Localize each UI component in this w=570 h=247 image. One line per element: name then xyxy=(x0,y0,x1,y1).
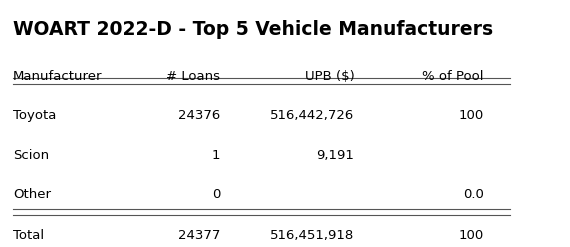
Text: Toyota: Toyota xyxy=(13,109,56,122)
Text: Total: Total xyxy=(13,228,44,242)
Text: % of Pool: % of Pool xyxy=(422,70,484,83)
Text: 24377: 24377 xyxy=(178,228,220,242)
Text: 0: 0 xyxy=(211,188,220,201)
Text: 24376: 24376 xyxy=(178,109,220,122)
Text: 516,451,918: 516,451,918 xyxy=(270,228,355,242)
Text: # Loans: # Loans xyxy=(166,70,220,83)
Text: 9,191: 9,191 xyxy=(316,148,355,162)
Text: 1: 1 xyxy=(211,148,220,162)
Text: 100: 100 xyxy=(458,109,484,122)
Text: UPB ($): UPB ($) xyxy=(305,70,355,83)
Text: 516,442,726: 516,442,726 xyxy=(270,109,355,122)
Text: 0.0: 0.0 xyxy=(463,188,484,201)
Text: WOART 2022-D - Top 5 Vehicle Manufacturers: WOART 2022-D - Top 5 Vehicle Manufacture… xyxy=(13,20,493,39)
Text: Scion: Scion xyxy=(13,148,49,162)
Text: Other: Other xyxy=(13,188,51,201)
Text: Manufacturer: Manufacturer xyxy=(13,70,103,83)
Text: 100: 100 xyxy=(458,228,484,242)
